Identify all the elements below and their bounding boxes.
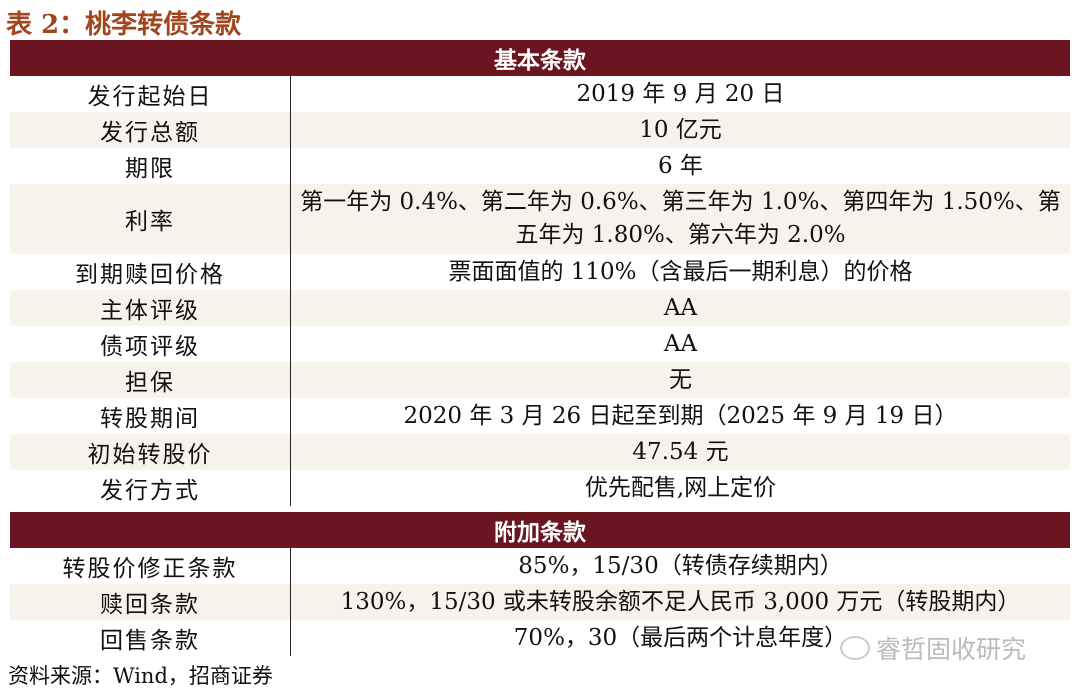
- watermark: 睿哲固收研究: [840, 630, 1026, 666]
- term-value: 85%，15/30（转债存续期内）: [518, 552, 843, 579]
- term-label: 主体评级: [10, 290, 291, 326]
- table-row: 发行起始日 2019 年 9 月 20 日: [10, 76, 1070, 112]
- table-row: 发行总额 10 亿元: [10, 112, 1070, 148]
- term-value: 130%，15/30 或未转股余额不足人民币 3,000 万元（转股期内）: [340, 588, 1021, 615]
- term-value: AA: [663, 294, 698, 321]
- term-label: 担保: [10, 362, 291, 398]
- table-row: 转股价修正条款 85%，15/30（转债存续期内）: [10, 548, 1070, 584]
- term-value: 优先配售,网上定价: [584, 474, 777, 501]
- term-label: 发行方式: [10, 470, 291, 506]
- section-header-basic: 基本条款: [10, 40, 1070, 76]
- bond-terms-table: 基本条款 发行起始日 2019 年 9 月 20 日发行总额 10 亿元期限 6 年利…: [10, 40, 1070, 656]
- term-label: 发行总额: [10, 112, 291, 148]
- table-row: 赎回条款 130%，15/30 或未转股余额不足人民币 3,000 万元（转股期内…: [10, 584, 1070, 620]
- term-label: 转股期间: [10, 398, 291, 434]
- term-label: 债项评级: [10, 326, 291, 362]
- watermark-text: 睿哲固收研究: [876, 635, 1027, 664]
- table-row: 回售条款 70%，30（最后两个计息年度）: [10, 620, 1070, 656]
- term-label: 回售条款: [10, 620, 291, 656]
- term-value: 47.54 元: [632, 438, 729, 465]
- term-value: 10 亿元: [639, 116, 722, 143]
- term-label: 初始转股价: [10, 434, 291, 470]
- term-value: AA: [663, 330, 698, 357]
- table-row: 到期赎回价格 票面面值的 110%（含最后一期利息）的价格: [10, 254, 1070, 290]
- source-note: 资料来源：Wind，招商证券: [8, 664, 273, 688]
- term-value: 70%，30（最后两个计息年度）: [513, 624, 848, 651]
- term-label: 到期赎回价格: [10, 254, 291, 290]
- table-title: 表 2：桃李转债条款: [6, 10, 242, 40]
- wechat-icon: [840, 636, 870, 660]
- term-value: 第一年为 0.4%、第二年为 0.6%、第三年为 1.0%、第四年为 1.50%…: [300, 189, 1061, 248]
- term-value: 6 年: [658, 152, 703, 179]
- term-value: 无: [669, 366, 692, 393]
- term-label: 转股价修正条款: [10, 548, 291, 584]
- term-label: 期限: [10, 148, 291, 184]
- table-row: 发行方式 优先配售,网上定价: [10, 470, 1070, 506]
- table-row: 利率 第一年为 0.4%、第二年为 0.6%、第三年为 1.0%、第四年为 1.5…: [10, 184, 1070, 254]
- table-row: 担保 无: [10, 362, 1070, 398]
- table-row: 债项评级 AA: [10, 326, 1070, 362]
- term-label: 利率: [10, 184, 291, 254]
- table-row: 主体评级 AA: [10, 290, 1070, 326]
- table-row: 转股期间 2020 年 3 月 26 日起至到期（2025 年 9 月 19 日）: [10, 398, 1070, 434]
- section-header-additional: 附加条款: [10, 512, 1070, 548]
- term-value: 2019 年 9 月 20 日: [576, 80, 785, 107]
- table-row: 初始转股价 47.54 元: [10, 434, 1070, 470]
- term-label: 发行起始日: [10, 76, 291, 112]
- term-value: 2020 年 3 月 26 日起至到期（2025 年 9 月 19 日）: [403, 402, 958, 429]
- term-label: 赎回条款: [10, 584, 291, 620]
- table-row: 期限 6 年: [10, 148, 1070, 184]
- term-value: 票面面值的 110%（含最后一期利息）的价格: [448, 258, 913, 285]
